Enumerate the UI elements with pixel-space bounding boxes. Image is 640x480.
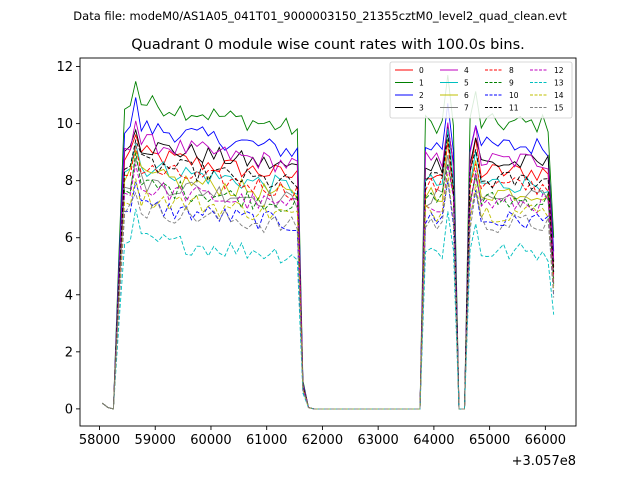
x-axis: 58000 59000 60000 61000 62000 63000 64000 65000… [79,426,566,448]
series-line-13 [102,208,555,410]
y-tick-label: 4 [65,288,73,303]
legend-label-11: 11 [509,103,519,112]
series-line-15 [102,180,555,410]
y-tick-label: 6 [65,231,73,246]
x-tick-label: 60000 [190,433,231,448]
y-tick-label: 0 [65,402,73,417]
chart-suptitle: Data file: modeM0/AS1A05_041T01_90000031… [73,9,567,23]
x-tick-label: 62000 [302,433,343,448]
x-tick-label: 65000 [469,433,510,448]
x-tick-label: 63000 [357,433,398,448]
legend-label-3: 3 [419,103,424,112]
y-tick-label: 10 [56,117,73,132]
x-tick-label: 59000 [135,433,176,448]
legend-label-7: 7 [464,103,469,112]
y-axis: 0 2 4 6 8 10 12 [56,60,80,417]
series-line-10 [102,180,555,410]
y-tick-label: 2 [65,345,73,360]
legend-label-15: 15 [554,103,564,112]
x-tick-label: 61000 [246,433,287,448]
y-tick-label: 8 [65,174,73,189]
chart-title: Quadrant 0 module wise count rates with … [131,37,525,53]
legend-label-6: 6 [464,91,469,100]
legend-label-5: 5 [464,78,469,87]
legend-label-12: 12 [554,66,564,75]
series-line-12 [102,164,555,410]
legend-label-9: 9 [509,78,514,87]
legend-label-8: 8 [509,66,514,75]
legend-label-14: 14 [554,91,564,100]
legend-label-1: 1 [419,78,424,87]
plot-frame [79,57,577,427]
legend-label-10: 10 [509,91,519,100]
x-offset-text: +3.057e8 [512,454,576,469]
legend-label-2: 2 [419,91,424,100]
x-tick-label: 66000 [525,433,566,448]
y-tick-label: 12 [56,60,73,75]
x-tick-label: 64000 [413,433,454,448]
legend-label-4: 4 [464,66,469,75]
series-layer [102,74,555,410]
legend-frame [389,61,573,119]
legend-label-0: 0 [419,66,424,75]
legend-label-13: 13 [554,78,564,87]
x-tick-label: 58000 [79,433,120,448]
